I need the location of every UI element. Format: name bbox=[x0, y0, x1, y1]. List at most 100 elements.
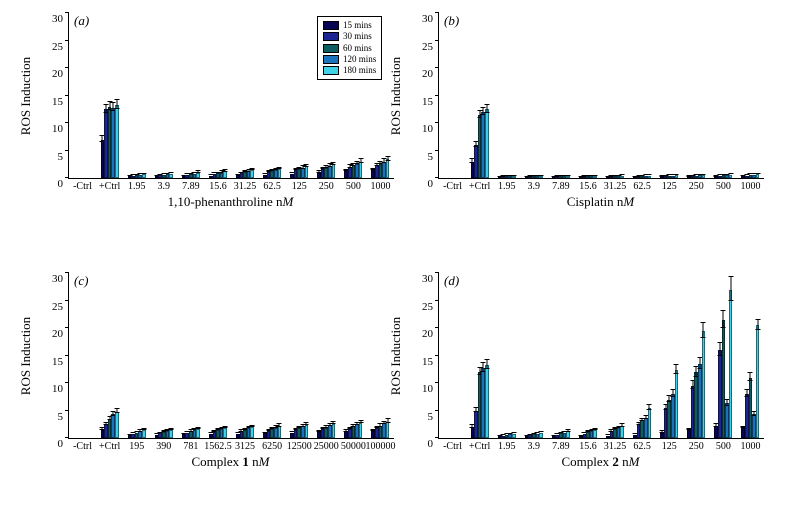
bar-group bbox=[602, 176, 629, 178]
bar bbox=[196, 173, 200, 179]
bar-group bbox=[340, 162, 367, 179]
bar bbox=[593, 176, 597, 178]
error-bar bbox=[472, 158, 473, 162]
error-bar bbox=[476, 141, 477, 147]
y-tick-mark bbox=[65, 95, 69, 96]
y-tick-mark bbox=[435, 67, 439, 68]
bar-group bbox=[683, 331, 710, 438]
plot-area: 051015202530-Ctrl+Ctrl1.953.97.8915.631.… bbox=[438, 13, 764, 179]
error-bar bbox=[198, 170, 199, 172]
bar-group bbox=[466, 109, 493, 178]
bar-group bbox=[574, 176, 601, 178]
error-bar bbox=[689, 428, 690, 430]
bar-group bbox=[96, 412, 123, 438]
bar bbox=[702, 175, 706, 178]
panel-b: 051015202530-Ctrl+Ctrl1.953.97.8915.631.… bbox=[420, 8, 765, 208]
bar-group bbox=[683, 175, 710, 178]
y-tick-label: 20 bbox=[41, 68, 63, 80]
x-tick-label: +Ctrl bbox=[99, 441, 120, 452]
error-bar bbox=[540, 431, 541, 432]
error-bar bbox=[346, 429, 347, 431]
y-tick-label: 10 bbox=[411, 383, 433, 395]
error-bar bbox=[692, 380, 693, 389]
x-tick-label: 50000 bbox=[341, 441, 366, 452]
y-tick-mark bbox=[65, 12, 69, 13]
error-bar bbox=[210, 432, 211, 433]
panel-label: (b) bbox=[444, 13, 459, 29]
error-bar bbox=[649, 404, 650, 410]
panel-d: 051015202530-Ctrl+Ctrl1.953.97.8915.631.… bbox=[420, 268, 765, 468]
x-tick-label: 1562.5 bbox=[204, 441, 232, 452]
error-bar bbox=[129, 434, 130, 435]
error-bar bbox=[676, 364, 677, 374]
x-axis-label: Complex 1 nM bbox=[191, 454, 269, 470]
error-bar bbox=[160, 432, 161, 433]
bar-group bbox=[123, 430, 150, 438]
plot-area: 051015202530-Ctrl+Ctrl1953907811562.5312… bbox=[68, 273, 394, 439]
error-bar bbox=[333, 421, 334, 424]
bar-group bbox=[520, 176, 547, 178]
x-tick-label: 390 bbox=[156, 441, 171, 452]
error-bar bbox=[183, 433, 184, 434]
error-bar bbox=[622, 174, 623, 175]
x-axis-label: Complex 2 nM bbox=[561, 454, 639, 470]
x-tick-label: 1.95 bbox=[128, 181, 146, 192]
error-bar bbox=[306, 164, 307, 167]
bar-group bbox=[96, 105, 123, 178]
x-tick-label: 62.5 bbox=[263, 181, 281, 192]
legend-item: 120 mins bbox=[323, 54, 376, 65]
x-tick-label: 100000 bbox=[365, 441, 395, 452]
bar bbox=[620, 426, 624, 438]
error-bar bbox=[264, 173, 265, 174]
bar-group bbox=[177, 173, 204, 179]
error-bar bbox=[292, 431, 293, 432]
legend-swatch bbox=[323, 66, 339, 75]
error-bar bbox=[306, 422, 307, 425]
y-tick-label: 25 bbox=[41, 301, 63, 313]
error-bar bbox=[595, 428, 596, 430]
bar-group bbox=[520, 433, 547, 439]
y-tick-label: 5 bbox=[411, 151, 433, 163]
x-tick-label: 125 bbox=[662, 181, 677, 192]
bar-group bbox=[150, 430, 177, 438]
x-tick-label: 250 bbox=[319, 181, 334, 192]
bar bbox=[648, 176, 652, 178]
error-bar bbox=[746, 389, 747, 397]
error-bar bbox=[662, 430, 663, 432]
error-bar bbox=[214, 430, 215, 431]
error-bar bbox=[252, 425, 253, 427]
y-tick-mark bbox=[435, 177, 439, 178]
x-tick-label: 15.6 bbox=[579, 181, 597, 192]
error-bar bbox=[106, 422, 107, 425]
x-tick-label: 1000 bbox=[740, 181, 760, 192]
error-bar bbox=[198, 427, 199, 429]
x-tick-label: 31.25 bbox=[234, 181, 257, 192]
error-bar bbox=[102, 427, 103, 430]
y-axis-label: ROS Induction bbox=[388, 46, 404, 146]
bar bbox=[485, 365, 489, 438]
bar bbox=[675, 175, 679, 178]
bar bbox=[223, 428, 227, 438]
error-bar bbox=[568, 175, 569, 176]
error-bar bbox=[754, 411, 755, 417]
y-tick-mark bbox=[435, 150, 439, 151]
x-tick-label: -Ctrl bbox=[443, 181, 462, 192]
y-tick-label: 30 bbox=[41, 13, 63, 25]
error-bar bbox=[156, 175, 157, 176]
bar-group bbox=[710, 290, 737, 439]
y-tick-label: 30 bbox=[411, 273, 433, 285]
x-tick-label: 7.89 bbox=[552, 441, 570, 452]
error-bar bbox=[537, 432, 538, 433]
bar bbox=[485, 109, 489, 178]
bar bbox=[250, 170, 254, 178]
panel-c: 051015202530-Ctrl+Ctrl1953907811562.5312… bbox=[50, 268, 395, 468]
error-bar bbox=[580, 435, 581, 436]
y-tick-label: 10 bbox=[41, 383, 63, 395]
error-bar bbox=[503, 434, 504, 435]
bar bbox=[729, 290, 733, 439]
bar bbox=[115, 412, 119, 438]
x-tick-label: 250 bbox=[689, 181, 704, 192]
error-bar bbox=[634, 433, 635, 434]
y-tick-mark bbox=[435, 12, 439, 13]
error-bar bbox=[143, 428, 144, 430]
